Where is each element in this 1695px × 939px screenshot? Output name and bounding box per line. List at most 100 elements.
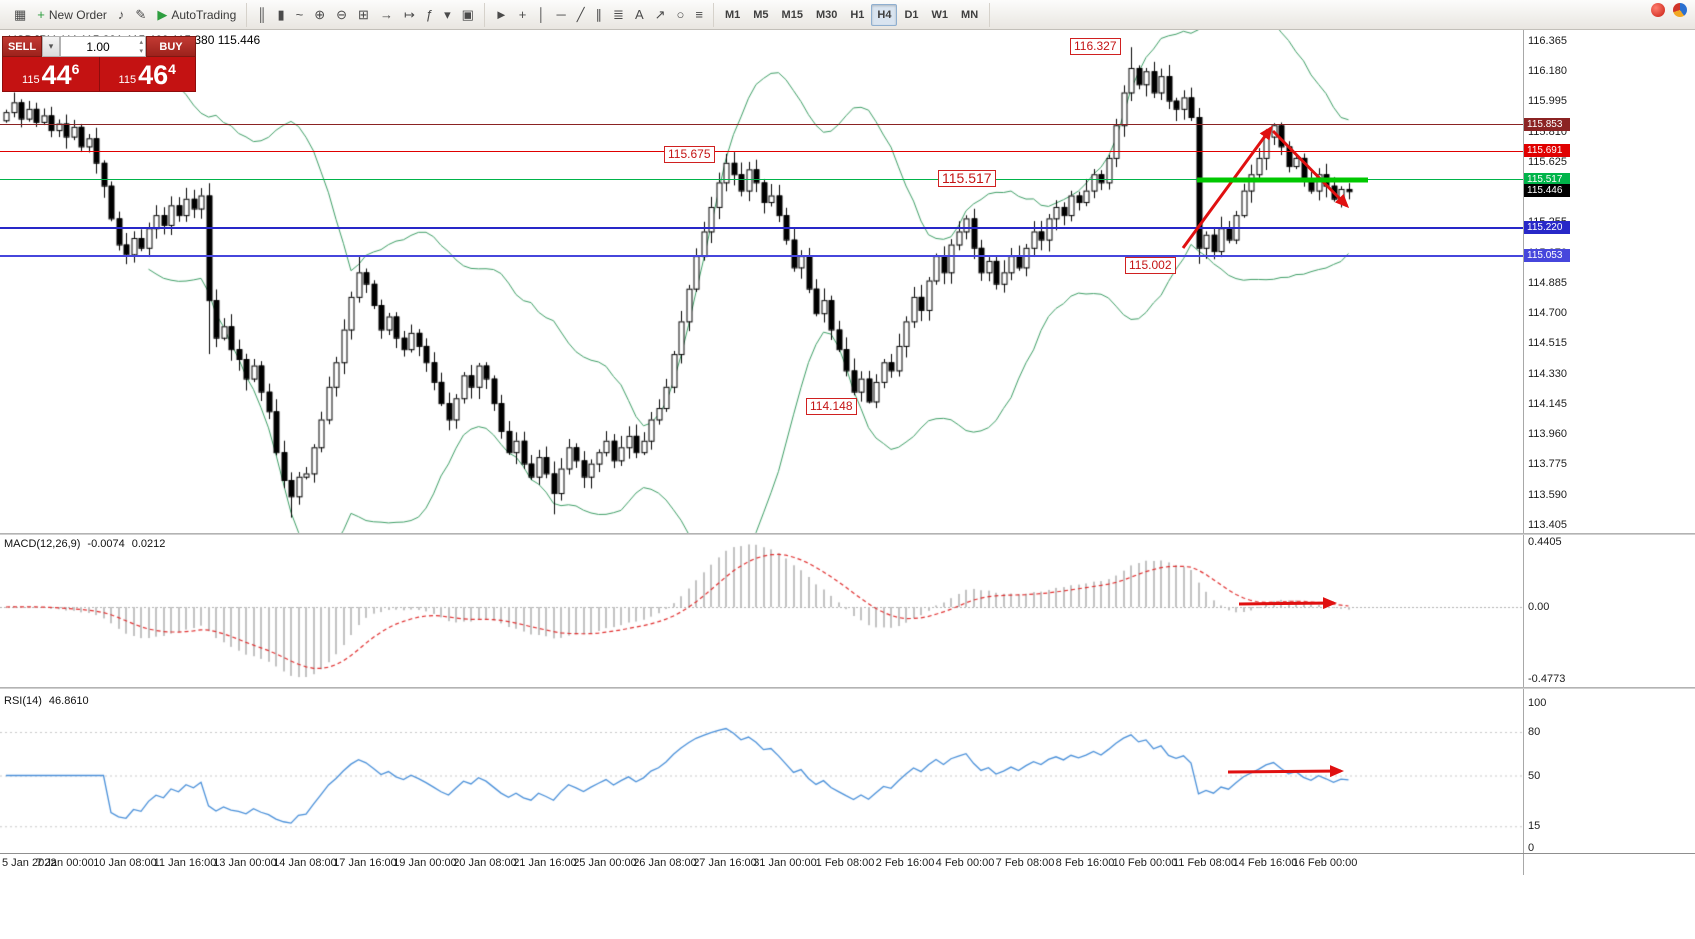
chart-shift-icon[interactable]: ↦ bbox=[399, 4, 420, 26]
vertical-line-icon-glyph: │ bbox=[537, 7, 546, 22]
rsi-axis-label: 80 bbox=[1528, 726, 1541, 738]
tf-h1-button[interactable]: H1 bbox=[844, 4, 870, 26]
price-callout-114.148[interactable]: 114.148 bbox=[806, 398, 857, 415]
price-axis-border bbox=[1523, 30, 1524, 875]
volume-input[interactable] bbox=[61, 37, 145, 56]
bar-chart-icon[interactable]: ║ bbox=[252, 4, 271, 26]
vertical-line-icon[interactable]: │ bbox=[532, 4, 550, 26]
indicators-icon-glyph: ƒ bbox=[425, 7, 434, 22]
price-axis-label: 113.590 bbox=[1528, 488, 1567, 501]
fibonacci-icon-glyph: ≣ bbox=[613, 7, 624, 22]
time-axis-label: 21 Jan 16:00 bbox=[513, 857, 577, 869]
toolbar-group: ▦ + New Order ♪ ✎ ▶ AutoTrading bbox=[4, 2, 248, 27]
crosshair-icon-glyph: + bbox=[518, 7, 527, 22]
buy-price-display[interactable]: 115 46 4 bbox=[98, 57, 196, 91]
price-axis-label: 115.625 bbox=[1528, 155, 1567, 168]
panel-separator[interactable] bbox=[0, 533, 1695, 535]
tf-m30-button[interactable]: M30 bbox=[810, 4, 843, 26]
time-axis-label: 16 Feb 00:00 bbox=[1292, 857, 1358, 869]
line-chart-icon-glyph: ~ bbox=[295, 7, 304, 22]
spin-down-icon[interactable]: ▾ bbox=[139, 48, 143, 55]
tf-d1-button[interactable]: D1 bbox=[898, 4, 924, 26]
candlestick-chart-icon[interactable]: ▮ bbox=[272, 4, 289, 26]
price-callout-115.002[interactable]: 115.002 bbox=[1125, 257, 1176, 274]
rsi-value: 46.8610 bbox=[48, 695, 89, 707]
time-axis-label: 17 Jan 16:00 bbox=[333, 857, 397, 869]
price-callout-116.327[interactable]: 116.327 bbox=[1070, 38, 1121, 55]
price-axis-label: 116.365 bbox=[1528, 35, 1567, 47]
tf-m30-button-label: M30 bbox=[815, 8, 838, 21]
horizontal-line-icon[interactable]: ─ bbox=[552, 4, 571, 26]
zoom-out-icon[interactable]: ⊖ bbox=[331, 4, 352, 26]
time-axis-label: 7 Jan 00:00 bbox=[36, 857, 94, 869]
line-chart-icon[interactable]: ~ bbox=[291, 4, 309, 26]
level-line-115.053[interactable] bbox=[0, 254, 1523, 257]
fibonacci-icon[interactable]: ≣ bbox=[608, 4, 629, 26]
level-line-115.220[interactable] bbox=[0, 227, 1523, 230]
tf-h4-button[interactable]: H4 bbox=[871, 3, 898, 26]
level-line-115.691[interactable] bbox=[0, 150, 1523, 152]
indicators-icon[interactable]: ƒ bbox=[421, 4, 438, 26]
main-chart-canvas[interactable] bbox=[0, 30, 1523, 533]
sell-price-display[interactable]: 115 44 6 bbox=[3, 57, 99, 91]
macd-panel-canvas[interactable] bbox=[0, 535, 1523, 685]
time-axis-label: 31 Jan 00:00 bbox=[753, 857, 817, 869]
zoom-in-icon[interactable]: ⊕ bbox=[309, 4, 330, 26]
news-icon[interactable] bbox=[1651, 3, 1665, 17]
community-icon[interactable] bbox=[1673, 3, 1687, 17]
shapes-icon[interactable]: ○ bbox=[672, 4, 690, 26]
tf-w1-button-label: W1 bbox=[931, 8, 949, 21]
trade-options-dropdown[interactable]: ▾ bbox=[42, 36, 60, 57]
time-axis-label: 1 Feb 08:00 bbox=[815, 857, 875, 869]
metaeditor-icon-glyph: ✎ bbox=[135, 7, 147, 22]
auto-scroll-icon[interactable]: → bbox=[375, 4, 398, 26]
bar-chart-icon-glyph: ║ bbox=[257, 7, 267, 22]
tf-m1-button-label: M1 bbox=[724, 8, 741, 21]
objects-list-icon[interactable]: ≡ bbox=[690, 4, 708, 26]
price-callout-115.517[interactable]: 115.517 bbox=[938, 170, 996, 187]
time-axis-label: 11 Jan 16:00 bbox=[153, 857, 217, 869]
level-line-115.517[interactable] bbox=[0, 179, 1523, 181]
buy-button[interactable]: BUY bbox=[146, 36, 196, 57]
channel-icon[interactable]: ∥ bbox=[591, 4, 608, 26]
rsi-panel-canvas[interactable] bbox=[0, 689, 1523, 853]
trade-panel-row: SELL ▾ ▴▾ BUY bbox=[2, 36, 196, 57]
crosshair-icon[interactable]: + bbox=[514, 4, 532, 26]
text-icon[interactable]: A bbox=[630, 4, 649, 26]
tf-m5-button[interactable]: M5 bbox=[747, 4, 774, 26]
metaeditor-icon[interactable]: ✎ bbox=[130, 4, 151, 26]
sound-icon[interactable]: ♪ bbox=[113, 4, 130, 26]
level-line-115.853[interactable] bbox=[0, 124, 1523, 126]
time-axis-label: 25 Jan 00:00 bbox=[573, 857, 637, 869]
sound-icon-glyph: ♪ bbox=[117, 7, 125, 22]
price-axis-label: 114.700 bbox=[1528, 307, 1567, 320]
spin-up-icon[interactable]: ▴ bbox=[139, 39, 143, 46]
price-axis-label: 114.515 bbox=[1528, 337, 1567, 350]
price-tag-115.220: 115.220 bbox=[1524, 221, 1570, 235]
tf-m15-button[interactable]: M15 bbox=[776, 4, 809, 26]
new-chart-icon[interactable]: ▦ bbox=[9, 4, 31, 26]
tf-w1-button[interactable]: W1 bbox=[926, 4, 955, 26]
sell-button[interactable]: SELL bbox=[2, 36, 42, 57]
new-order-button[interactable]: + New Order bbox=[32, 4, 112, 26]
arrows-icon[interactable]: ↗ bbox=[650, 4, 671, 26]
price-callout-115.675[interactable]: 115.675 bbox=[664, 146, 715, 163]
text-icon-glyph: A bbox=[634, 7, 644, 22]
price-tag-115.053: 115.053 bbox=[1524, 248, 1570, 262]
rsi-axis-label: 0 bbox=[1528, 842, 1535, 854]
panel-separator[interactable] bbox=[0, 687, 1695, 689]
price-axis-label: 114.885 bbox=[1528, 276, 1567, 289]
trendline-icon[interactable]: ╱ bbox=[572, 4, 590, 26]
cursor-icon[interactable]: ► bbox=[490, 4, 513, 26]
volume-spinner[interactable]: ▴ ▾ bbox=[139, 38, 143, 56]
periods-icon[interactable]: ▾ bbox=[439, 4, 456, 26]
templates-icon[interactable]: ▣ bbox=[457, 4, 479, 26]
tf-mn-button[interactable]: MN bbox=[955, 4, 984, 26]
tf-m1-button[interactable]: M1 bbox=[719, 4, 746, 26]
price-axis-label: 115.995 bbox=[1528, 95, 1567, 108]
time-axis-label: 19 Jan 00:00 bbox=[393, 857, 457, 869]
candlestick-chart-icon-glyph: ▮ bbox=[277, 7, 285, 22]
time-axis-label: 27 Jan 16:00 bbox=[693, 857, 757, 869]
tile-windows-icon[interactable]: ⊞ bbox=[353, 4, 374, 26]
autotrading-button[interactable]: ▶ AutoTrading bbox=[152, 4, 241, 26]
